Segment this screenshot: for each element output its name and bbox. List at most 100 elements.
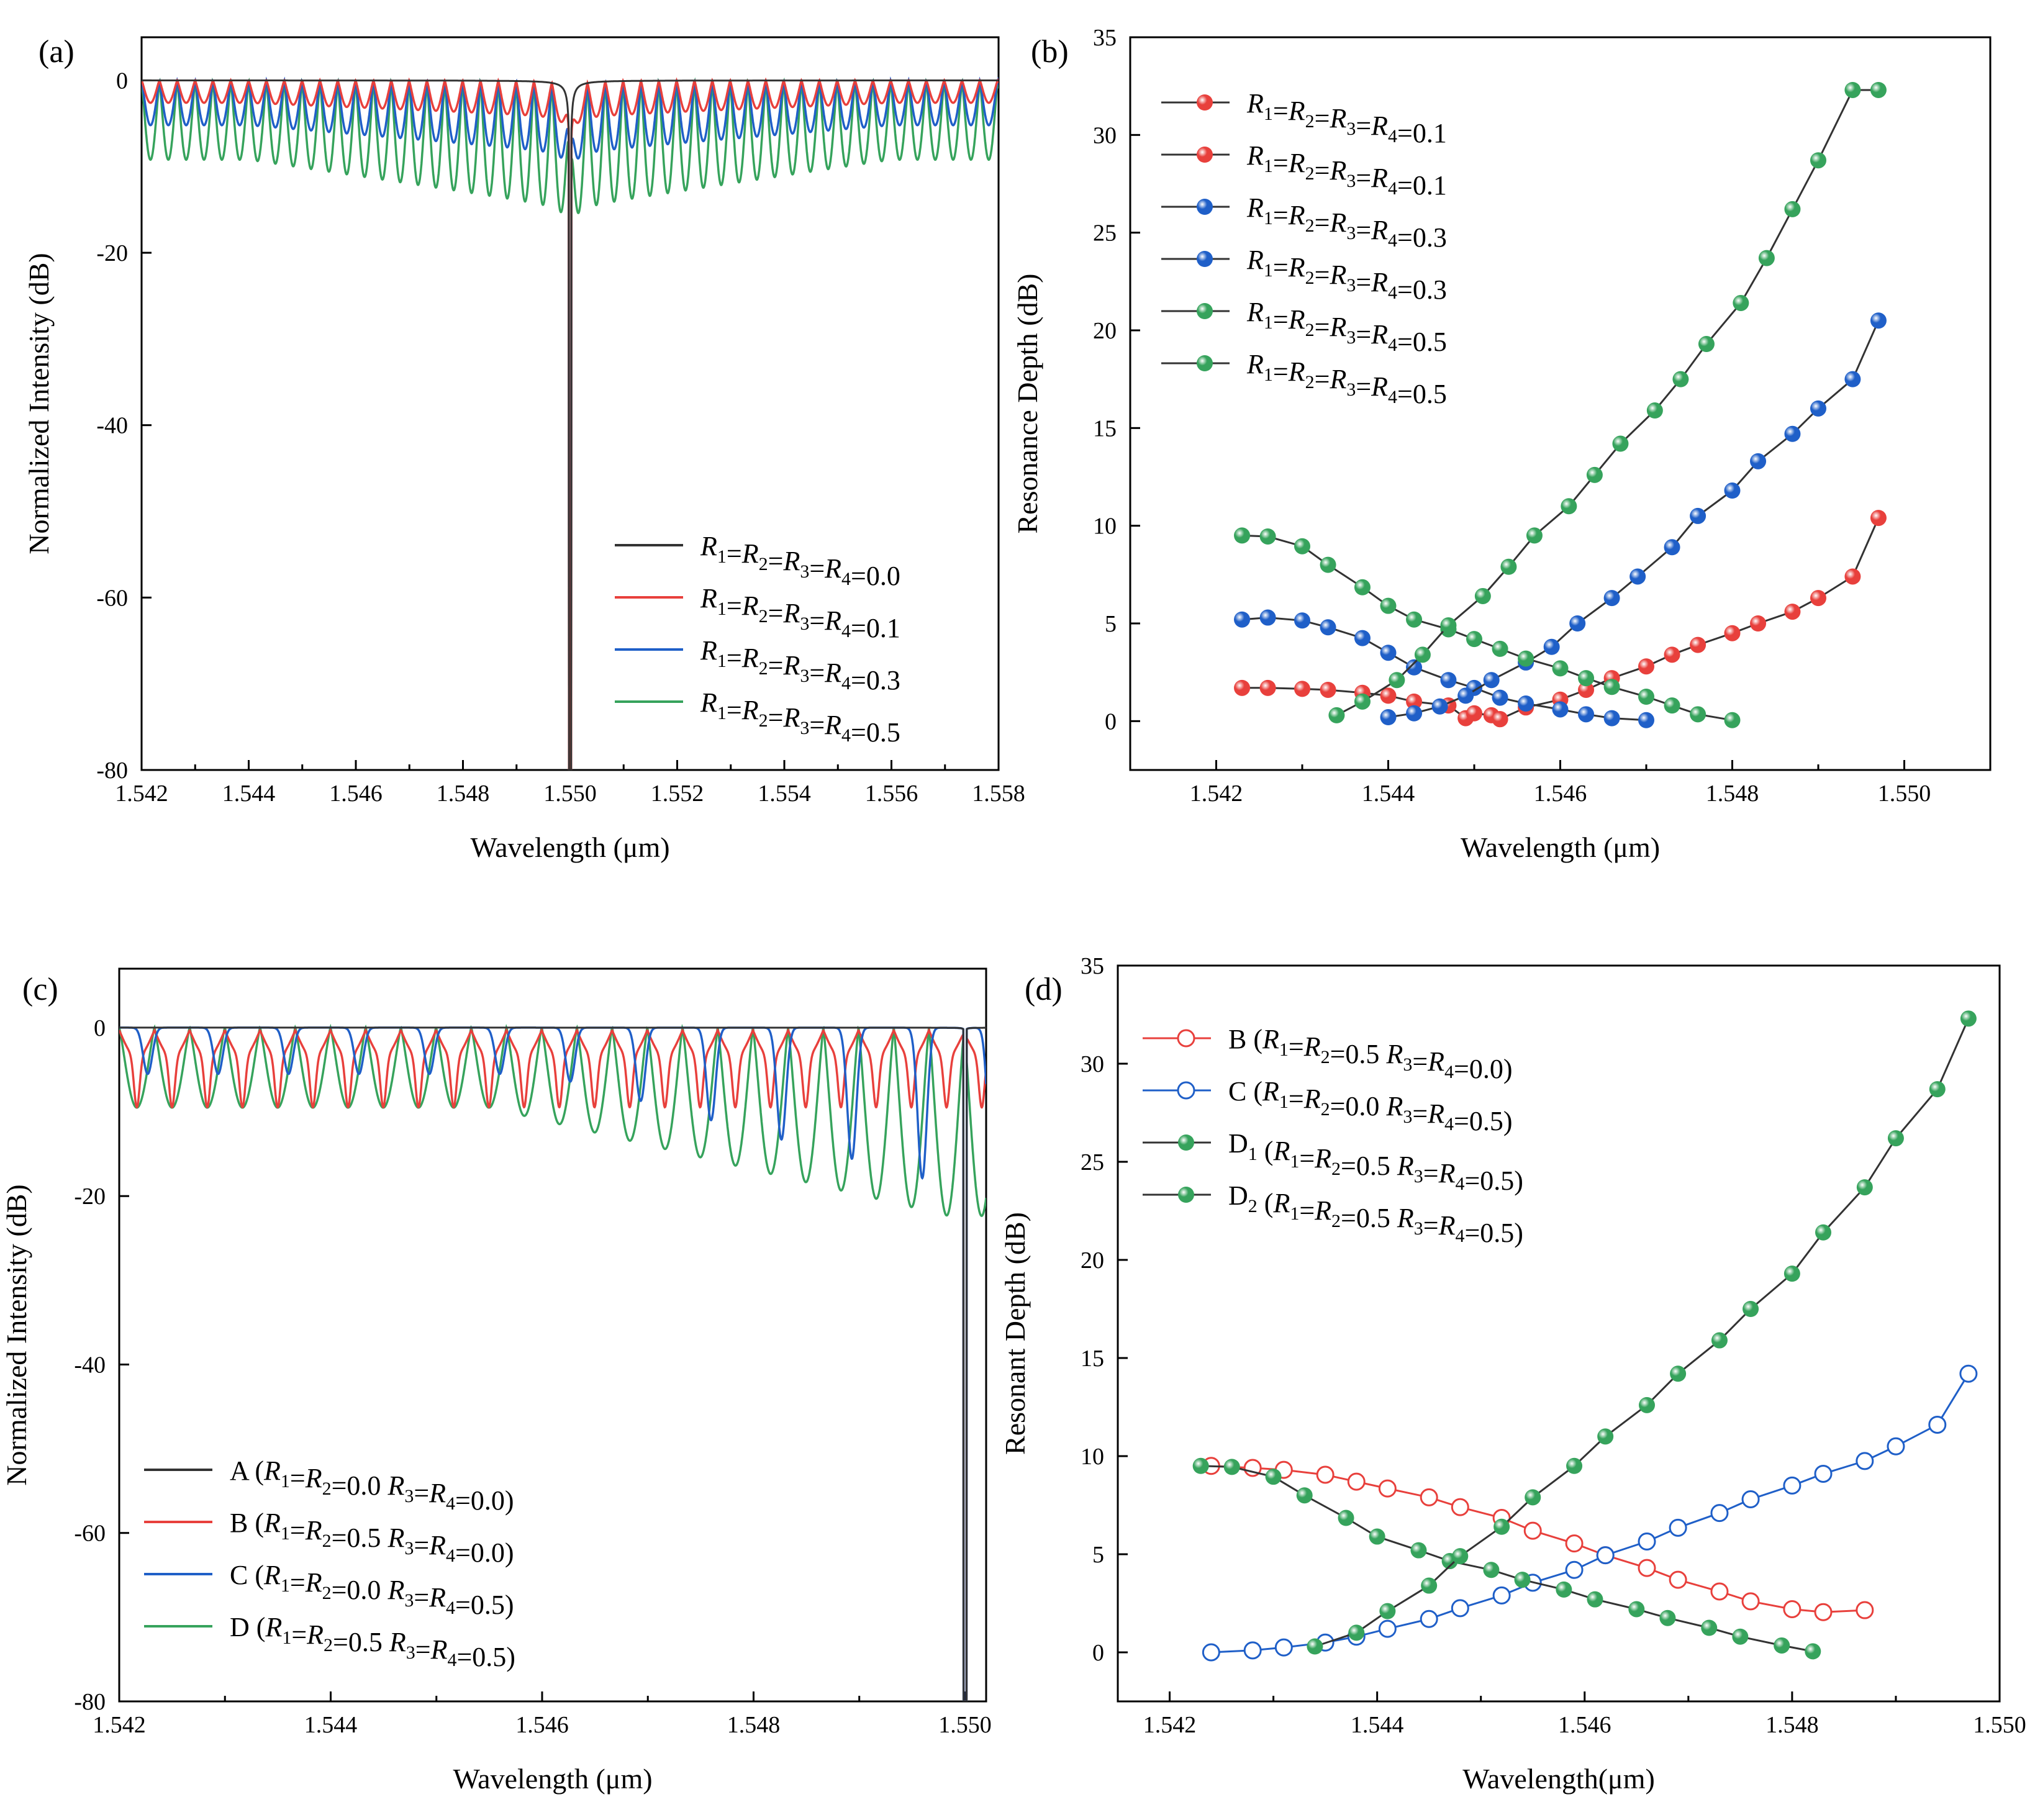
y-tick-label: -60: [74, 1521, 106, 1547]
legend-subscript: 2: [1305, 215, 1315, 236]
legend-text-part: =0.0): [1454, 1054, 1512, 1084]
legend-marker: [1177, 1081, 1195, 1100]
legend-text-part: =: [1423, 1158, 1439, 1188]
data-point: [1259, 679, 1276, 696]
legend-symbol: R: [1371, 215, 1388, 245]
data-point: [1234, 679, 1251, 696]
data-point: [1814, 1464, 1833, 1483]
legend-symbol: R: [741, 538, 759, 569]
legend-text-part: =0.5: [332, 1523, 388, 1553]
legend-text-part: =: [768, 546, 784, 576]
data-point: [1603, 679, 1620, 695]
y-tick-label: 5: [1092, 1542, 1104, 1568]
legend-label: R1=R2=R3=R4=0.1: [1246, 88, 1447, 148]
y-tick-label: 5: [1105, 611, 1117, 637]
legend-symbol: R: [1329, 260, 1346, 290]
legend-subscript: 1: [717, 599, 727, 619]
data-point: [1638, 689, 1654, 705]
data-point: [1389, 672, 1405, 689]
legend-subscript: 4: [446, 1598, 455, 1618]
data-point: [1457, 687, 1474, 704]
legend-label: R1=R2=R3=R4=0.5: [700, 687, 900, 748]
data-point: [1750, 615, 1767, 632]
legend-subscript: 3: [1346, 119, 1356, 139]
legend-symbol: R: [1262, 1024, 1279, 1054]
data-point: [1500, 558, 1517, 575]
series-line-2: [1200, 1465, 1813, 1652]
legend-subscript: 4: [841, 725, 851, 746]
legend-subscript: 2: [759, 710, 768, 731]
legend-subscript: 3: [800, 561, 809, 582]
legend-symbol: R: [1314, 1143, 1331, 1174]
legend-symbol: R: [700, 635, 717, 666]
legend-subscript: 1: [1264, 312, 1273, 333]
data-point: [1296, 1487, 1313, 1504]
legend-symbol: R: [1288, 304, 1305, 335]
legend-subscript: 1: [1264, 364, 1273, 385]
legend-subscript: 1: [1264, 156, 1273, 176]
legend-subscript: 2: [1248, 1196, 1258, 1216]
x-tick-label: 1.550: [1973, 1712, 2026, 1738]
data-point: [1669, 1518, 1687, 1537]
legend-subscript: 4: [1388, 283, 1397, 303]
data-point: [1328, 707, 1345, 723]
y-axis-label: Normalized Intensity (dB): [23, 253, 55, 554]
data-point: [1639, 1397, 1655, 1413]
legend-symbol: R: [824, 658, 841, 688]
legend-subscript: 1: [1264, 104, 1273, 124]
legend-text-part: =: [1289, 1084, 1304, 1114]
legend-subscript: 3: [1346, 223, 1356, 243]
legend-label: R1=R2=R3=R4=0.1: [1246, 140, 1447, 201]
legend-symbol: R: [700, 531, 717, 561]
legend-subscript: 3: [1346, 327, 1356, 348]
legend-symbol: R: [1272, 1136, 1290, 1166]
data-point: [1526, 527, 1543, 544]
legend-subscript: 4: [1455, 1174, 1464, 1194]
data-point: [1856, 1179, 1873, 1196]
legend-text-part: A (: [230, 1456, 264, 1486]
data-point: [1596, 1546, 1615, 1565]
legend-text-part: =0.3: [1397, 274, 1447, 305]
data-point: [1192, 1457, 1209, 1474]
legend-subscript: 3: [406, 1642, 415, 1663]
y-tick-label: 25: [1081, 1149, 1104, 1175]
legend-subscript: 4: [841, 621, 851, 641]
data-point: [1414, 646, 1431, 663]
legend-symbol: R: [741, 695, 759, 725]
data-point: [1587, 1591, 1603, 1608]
legend-subscript: 4: [1388, 178, 1397, 199]
data-point: [1701, 1619, 1718, 1636]
legend-subscript: 4: [841, 673, 851, 694]
x-tick-label: 1.552: [651, 781, 704, 807]
legend-text-part: (: [1258, 1188, 1274, 1218]
data-point: [1420, 1488, 1438, 1506]
x-tick-label: 1.556: [865, 781, 918, 807]
legend-symbol: R: [824, 710, 841, 740]
data-point: [1887, 1130, 1904, 1147]
legend-text-part: =: [1315, 260, 1330, 290]
y-tick-label: -60: [96, 585, 128, 611]
x-tick-label: 1.554: [758, 781, 811, 807]
legend-text-part: =0.0): [455, 1485, 514, 1516]
legend-text-part: =0.0: [332, 1575, 388, 1605]
data-point: [1758, 250, 1775, 266]
data-point: [1928, 1415, 1947, 1434]
y-tick-label: 30: [1093, 122, 1117, 148]
legend-label: B (R1=R2=0.5 R3=R4=0.0): [230, 1508, 514, 1568]
legend-symbol: R: [1246, 192, 1264, 223]
legend-subscript: 3: [1414, 1218, 1423, 1239]
data-point: [1629, 568, 1646, 585]
data-point: [1929, 1081, 1946, 1098]
legend-label: D2 (R1=R2=0.5 R3=R4=0.5): [1228, 1180, 1523, 1248]
legend-symbol: R: [1303, 1084, 1321, 1114]
legend-symbol: R: [1329, 312, 1346, 342]
legend-symbol: R: [263, 1508, 281, 1538]
legend-label: D (R1=R2=0.5 R3=R4=0.5): [230, 1612, 515, 1672]
data-point: [1406, 693, 1423, 710]
legend-text-part: =0.0: [332, 1470, 388, 1501]
legend-label: R1=R2=R3=R4=0.3: [1246, 245, 1447, 305]
legend-subscript: 1: [1264, 208, 1273, 229]
x-axis-label: Wavelength(μm): [1462, 1763, 1655, 1795]
data-point: [1483, 1562, 1500, 1578]
data-point: [1518, 650, 1534, 667]
